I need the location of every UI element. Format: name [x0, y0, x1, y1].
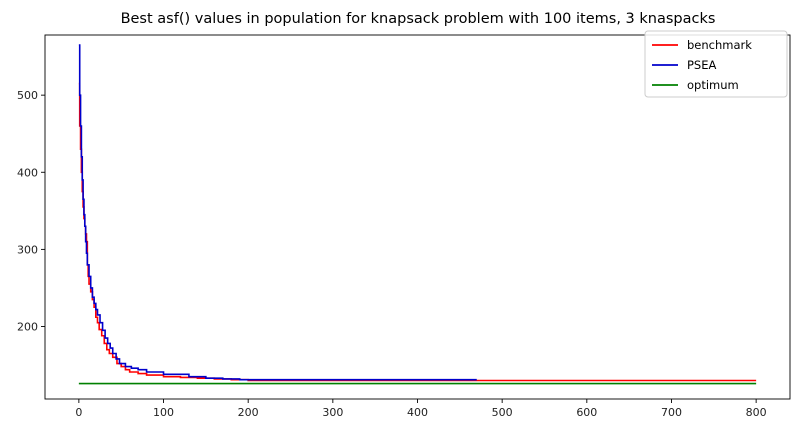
x-tick-label: 400: [407, 406, 428, 419]
x-tick-label: 800: [746, 406, 767, 419]
legend-label-benchmark: benchmark: [687, 38, 752, 52]
y-tick-label: 500: [17, 89, 38, 102]
y-tick-label: 200: [17, 321, 38, 334]
legend-label-PSEA: PSEA: [687, 58, 717, 72]
x-tick-label: 500: [492, 406, 513, 419]
y-tick-label: 300: [17, 243, 38, 256]
x-tick-label: 100: [153, 406, 174, 419]
x-tick-label: 300: [322, 406, 343, 419]
y-tick-label: 400: [17, 166, 38, 179]
x-tick-label: 0: [75, 406, 82, 419]
plot-area: 0 100 200 300 400 500 600 700 800 200 300 400 500: [17, 34, 791, 419]
chart-title: Best asf() values in population for knap…: [121, 11, 716, 27]
x-tick-label: 200: [238, 406, 259, 419]
legend-label-optimum: optimum: [687, 78, 739, 92]
series-line-PSEA: [78, 44, 477, 381]
series-line-benchmark: [78, 82, 757, 382]
x-tick-label: 700: [661, 406, 682, 419]
x-tick-label: 600: [576, 406, 597, 419]
legend: benchmark PSEA optimum: [644, 30, 788, 98]
legend-box: [644, 30, 788, 98]
